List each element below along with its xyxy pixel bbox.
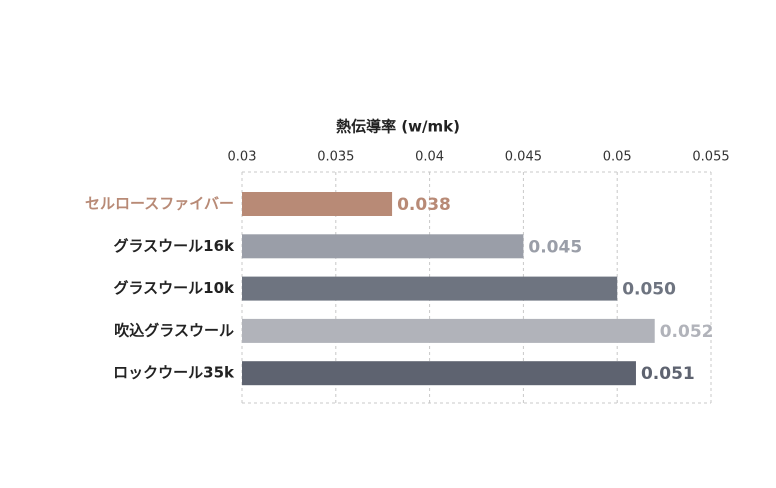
x-tick-label: 0.045 xyxy=(505,150,542,165)
value-label: 0.038 xyxy=(397,195,451,215)
value-label: 0.050 xyxy=(622,280,676,300)
value-label: 0.045 xyxy=(528,237,582,257)
category-label: グラスウール16k xyxy=(113,237,235,255)
x-tick-label: 0.05 xyxy=(603,150,632,165)
bar xyxy=(242,276,618,301)
chart-title: 熱伝導率 (w/mk) xyxy=(336,118,460,136)
value-label: 0.052 xyxy=(660,322,714,342)
x-tick-label: 0.055 xyxy=(692,150,729,165)
category-label: 吹込グラスウール xyxy=(114,321,234,339)
bar xyxy=(242,234,524,259)
category-label: セルロースファイバー xyxy=(85,195,234,213)
bar xyxy=(242,318,655,343)
x-tick-label: 0.03 xyxy=(228,150,257,165)
value-label: 0.051 xyxy=(641,364,695,384)
category-label: ロックウール35k xyxy=(113,364,235,382)
x-tick-label: 0.04 xyxy=(415,150,444,165)
x-tick-label: 0.035 xyxy=(317,150,354,165)
category-label: グラスウール10k xyxy=(113,279,235,297)
bar xyxy=(242,361,636,386)
bar xyxy=(242,192,393,216)
